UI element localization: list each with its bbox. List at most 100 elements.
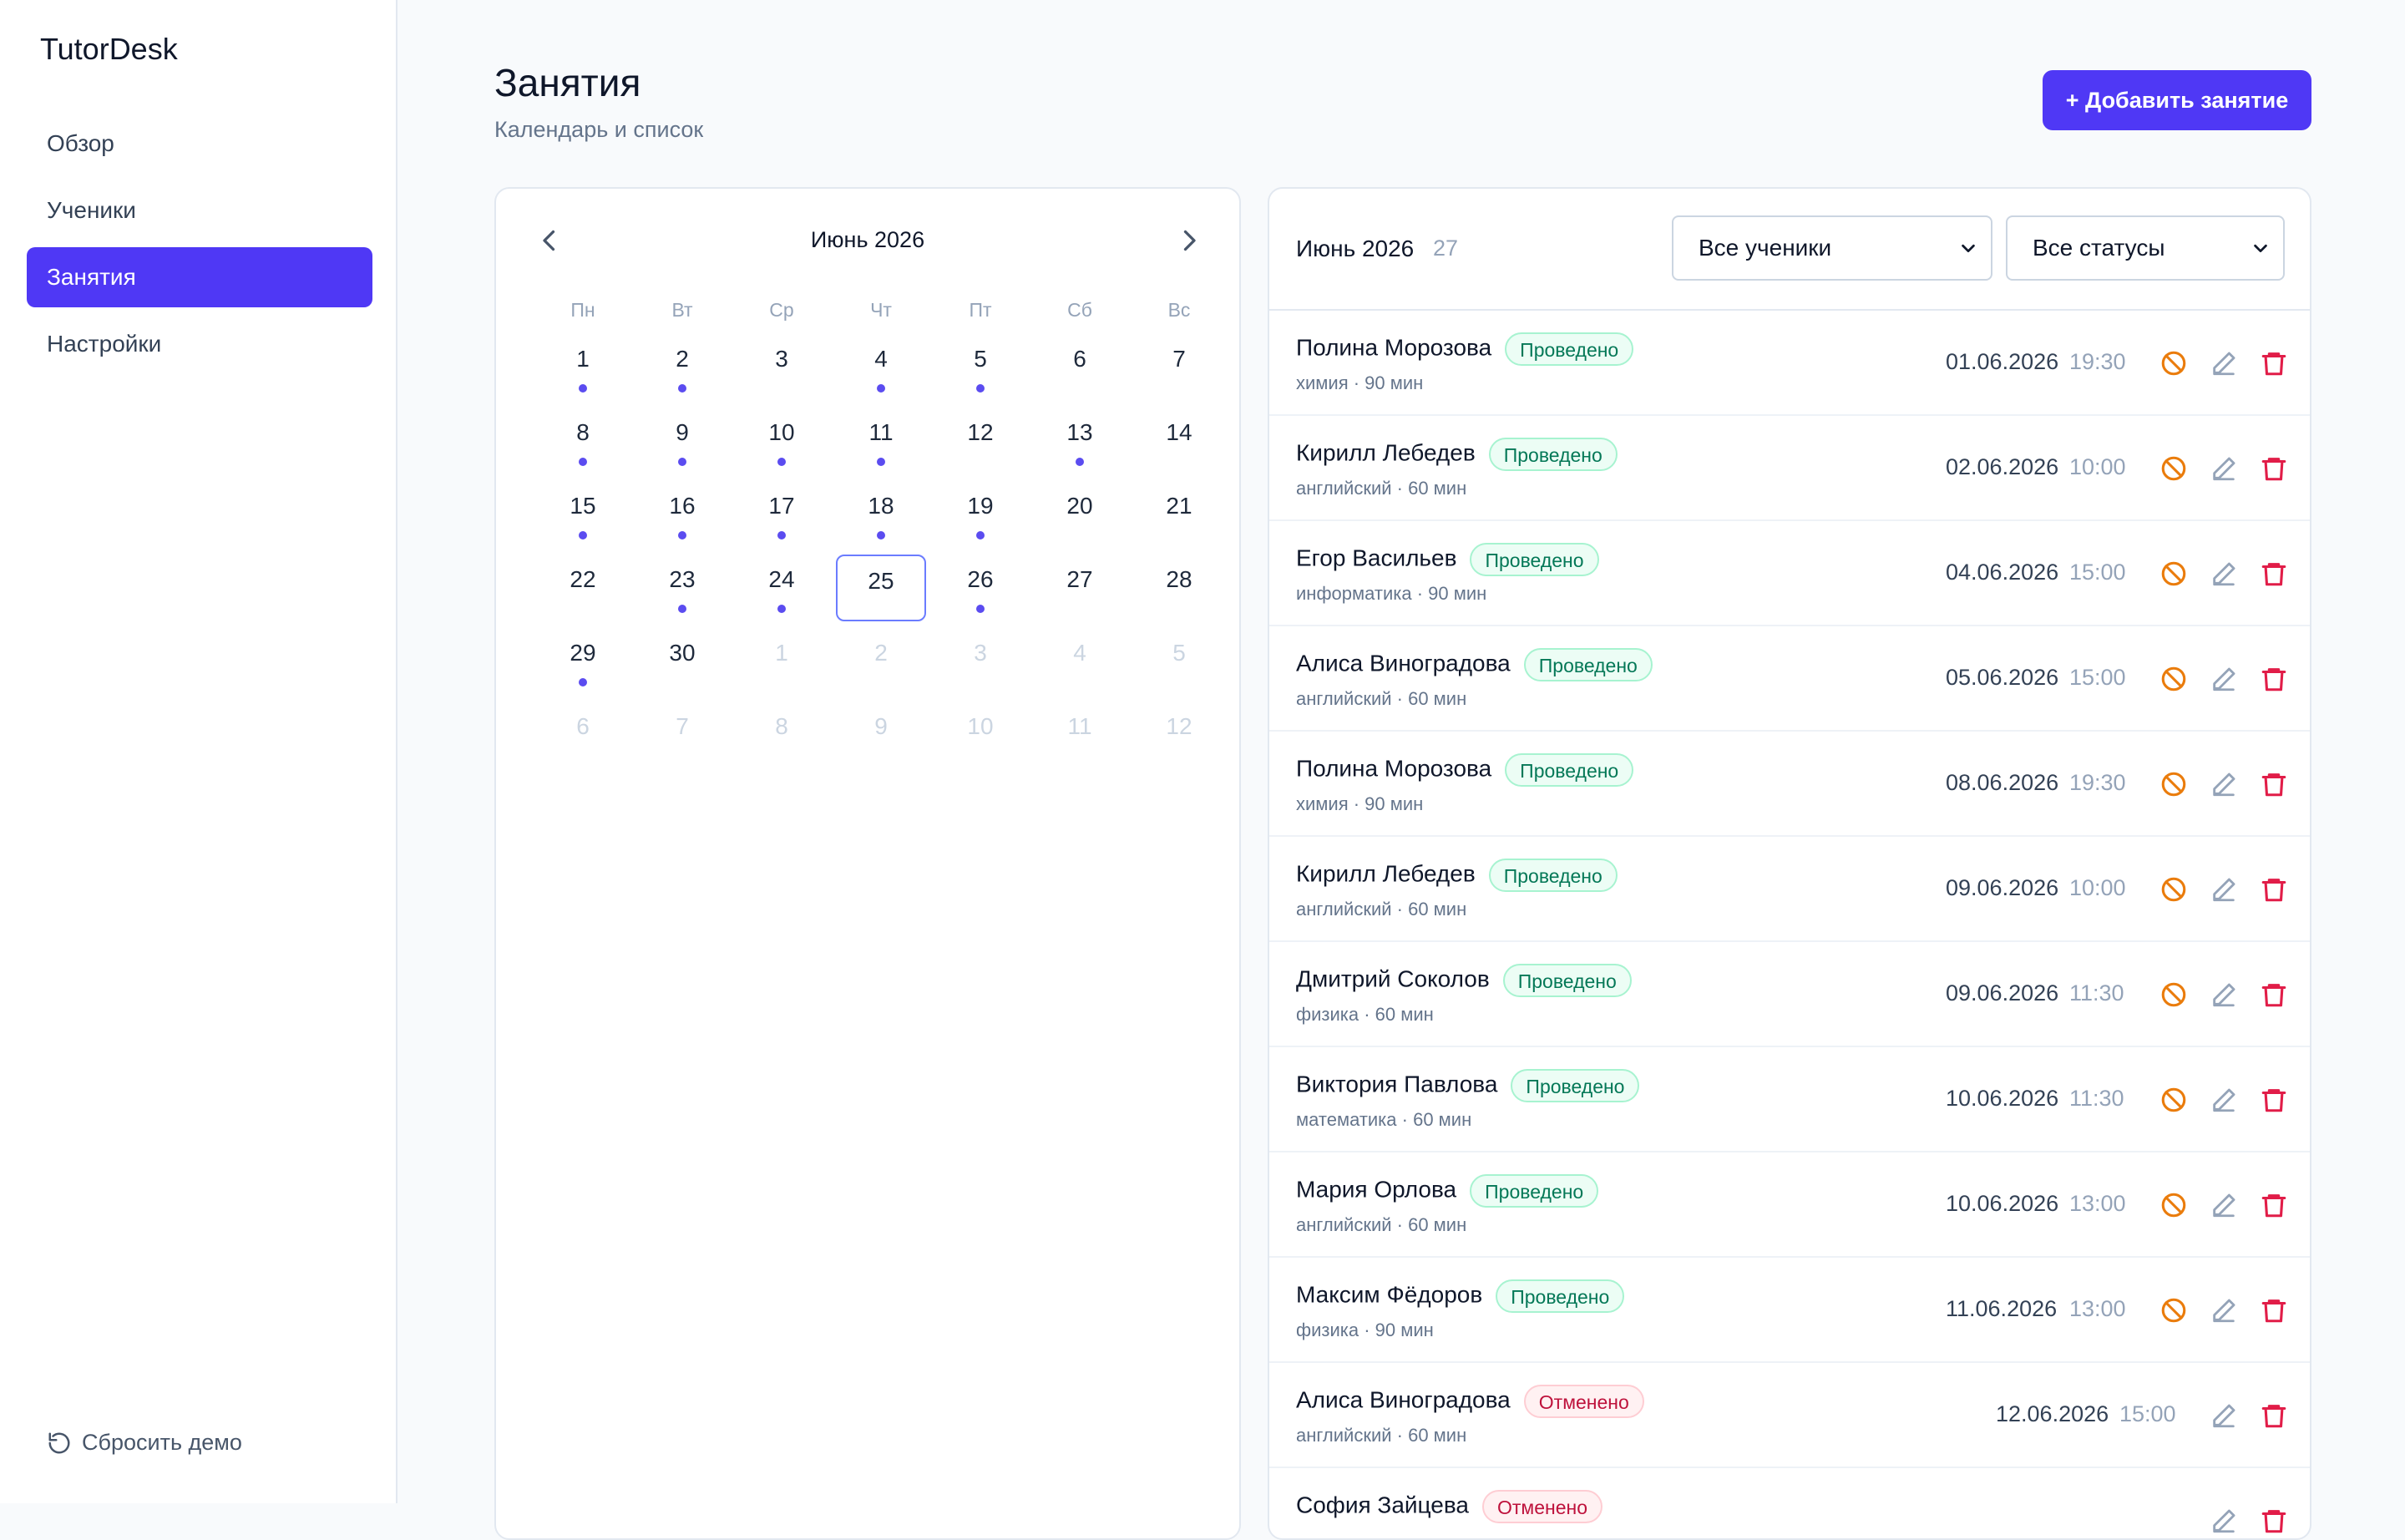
- edit-lesson-icon[interactable]: [2210, 875, 2238, 904]
- calendar-day[interactable]: 7: [1134, 334, 1224, 401]
- calendar-day[interactable]: 6: [538, 702, 628, 768]
- calendar-day-today[interactable]: 25: [836, 555, 926, 621]
- add-lesson-button[interactable]: + Добавить занятие: [2043, 70, 2311, 130]
- cancel-lesson-icon[interactable]: [2159, 349, 2188, 377]
- edit-lesson-icon[interactable]: [2210, 560, 2238, 588]
- delete-lesson-icon[interactable]: [2260, 454, 2288, 483]
- lesson-row[interactable]: Кирилл Лебедев Проведено английский · 60 м…: [1269, 837, 2310, 942]
- calendar-day[interactable]: 21: [1134, 481, 1224, 548]
- calendar-day[interactable]: 9: [637, 408, 727, 474]
- calendar-day[interactable]: 9: [836, 702, 926, 768]
- delete-lesson-icon[interactable]: [2260, 980, 2288, 1009]
- chevron-left-icon[interactable]: [534, 225, 565, 256]
- calendar-day[interactable]: 8: [538, 408, 628, 474]
- delete-lesson-icon[interactable]: [2260, 560, 2288, 588]
- cancel-lesson-icon[interactable]: [2159, 665, 2188, 693]
- delete-lesson-icon[interactable]: [2260, 1191, 2288, 1219]
- calendar-day[interactable]: 27: [1035, 555, 1125, 621]
- calendar-day[interactable]: 4: [1035, 628, 1125, 695]
- calendar-day[interactable]: 12: [935, 408, 1025, 474]
- calendar-day[interactable]: 3: [935, 628, 1025, 695]
- lesson-row[interactable]: Егор Васильев Проведено информатика · 90 м…: [1269, 521, 2310, 626]
- delete-lesson-icon[interactable]: [2260, 1086, 2288, 1114]
- edit-lesson-icon[interactable]: [2210, 980, 2238, 1009]
- lesson-row[interactable]: Максим Фёдоров Проведено физика · 90 мин 11…: [1269, 1258, 2310, 1363]
- lesson-row[interactable]: Дмитрий Соколов Проведено физика · 60 мин 0…: [1269, 942, 2310, 1047]
- calendar-day[interactable]: 10: [737, 408, 827, 474]
- cancel-lesson-icon[interactable]: [2159, 980, 2188, 1009]
- delete-lesson-icon[interactable]: [2260, 665, 2288, 693]
- calendar-day[interactable]: 1: [737, 628, 827, 695]
- edit-lesson-icon[interactable]: [2210, 1191, 2238, 1219]
- edit-lesson-icon[interactable]: [2210, 349, 2238, 377]
- calendar-day[interactable]: 2: [836, 628, 926, 695]
- lesson-row[interactable]: Алиса Виноградова Проведено английский · 6…: [1269, 626, 2310, 732]
- calendar-day[interactable]: 6: [1035, 334, 1125, 401]
- lesson-row[interactable]: Кирилл Лебедев Проведено английский · 60 м…: [1269, 416, 2310, 521]
- sidebar-item-settings[interactable]: Настройки: [47, 331, 162, 357]
- calendar-day[interactable]: 30: [637, 628, 727, 695]
- calendar-day[interactable]: 18: [836, 481, 926, 548]
- delete-lesson-icon[interactable]: [2260, 1296, 2288, 1325]
- edit-lesson-icon[interactable]: [2210, 1296, 2238, 1325]
- calendar-day[interactable]: 2: [637, 334, 727, 401]
- calendar-day[interactable]: 11: [1035, 702, 1125, 768]
- delete-lesson-icon[interactable]: [2260, 770, 2288, 798]
- calendar-day[interactable]: 5: [935, 334, 1025, 401]
- sidebar-item-students[interactable]: Ученики: [47, 197, 136, 223]
- lesson-row[interactable]: Алиса Виноградова Отменено английский · 60…: [1269, 1363, 2310, 1468]
- calendar-day[interactable]: 3: [737, 334, 827, 401]
- edit-lesson-icon[interactable]: [2210, 1507, 2238, 1535]
- lesson-row[interactable]: София Зайцева Отменено: [1269, 1468, 2310, 1538]
- student-filter-select[interactable]: Все ученики: [1672, 215, 1992, 281]
- delete-lesson-icon[interactable]: [2260, 875, 2288, 904]
- calendar-day[interactable]: 12: [1134, 702, 1224, 768]
- calendar-day[interactable]: 13: [1035, 408, 1125, 474]
- chevron-right-icon[interactable]: [1174, 225, 1204, 256]
- cancel-lesson-icon[interactable]: [2159, 560, 2188, 588]
- calendar-day[interactable]: 5: [1134, 628, 1224, 695]
- cancel-lesson-icon[interactable]: [2159, 770, 2188, 798]
- reset-demo-button[interactable]: Сбросить демо: [47, 1430, 242, 1456]
- sidebar-item-lessons[interactable]: Занятия: [27, 247, 372, 307]
- edit-lesson-icon[interactable]: [2210, 1401, 2238, 1430]
- edit-lesson-icon[interactable]: [2210, 665, 2238, 693]
- edit-lesson-icon[interactable]: [2210, 770, 2238, 798]
- calendar-day[interactable]: 1: [538, 334, 628, 401]
- delete-lesson-icon[interactable]: [2260, 1401, 2288, 1430]
- calendar-day[interactable]: 14: [1134, 408, 1224, 474]
- calendar-day[interactable]: 28: [1134, 555, 1224, 621]
- calendar-day[interactable]: 16: [637, 481, 727, 548]
- calendar-day[interactable]: 19: [935, 481, 1025, 548]
- calendar-day[interactable]: 26: [935, 555, 1025, 621]
- lesson-row[interactable]: Полина Морозова Проведено химия · 90 мин 01…: [1269, 311, 2310, 416]
- calendar-day[interactable]: 24: [737, 555, 827, 621]
- cancel-lesson-icon[interactable]: [2159, 875, 2188, 904]
- delete-lesson-icon[interactable]: [2260, 1507, 2288, 1535]
- lesson-row[interactable]: Мария Орлова Проведено английский · 60 мин…: [1269, 1152, 2310, 1258]
- cancel-lesson-icon[interactable]: [2159, 1086, 2188, 1114]
- calendar-day[interactable]: 15: [538, 481, 628, 548]
- edit-lesson-icon[interactable]: [2210, 1086, 2238, 1114]
- calendar-day[interactable]: 4: [836, 334, 926, 401]
- calendar-day[interactable]: 8: [737, 702, 827, 768]
- calendar-day[interactable]: 11: [836, 408, 926, 474]
- calendar-day-number: 3: [775, 346, 788, 372]
- lesson-row[interactable]: Полина Морозова Проведено химия · 90 мин 08…: [1269, 732, 2310, 837]
- calendar-day[interactable]: 17: [737, 481, 827, 548]
- cancel-lesson-icon[interactable]: [2159, 454, 2188, 483]
- weekday-label: Ср: [769, 299, 794, 321]
- cancel-lesson-icon[interactable]: [2159, 1296, 2188, 1325]
- sidebar-item-overview[interactable]: Обзор: [47, 130, 114, 156]
- calendar-day[interactable]: 20: [1035, 481, 1125, 548]
- calendar-day[interactable]: 22: [538, 555, 628, 621]
- edit-lesson-icon[interactable]: [2210, 454, 2238, 483]
- calendar-day[interactable]: 10: [935, 702, 1025, 768]
- status-filter-select[interactable]: Все статусы: [2006, 215, 2285, 281]
- delete-lesson-icon[interactable]: [2260, 349, 2288, 377]
- calendar-day[interactable]: 7: [637, 702, 727, 768]
- lesson-row[interactable]: Виктория Павлова Проведено математика · 60…: [1269, 1047, 2310, 1152]
- calendar-day[interactable]: 29: [538, 628, 628, 695]
- calendar-day[interactable]: 23: [637, 555, 727, 621]
- cancel-lesson-icon[interactable]: [2159, 1191, 2188, 1219]
